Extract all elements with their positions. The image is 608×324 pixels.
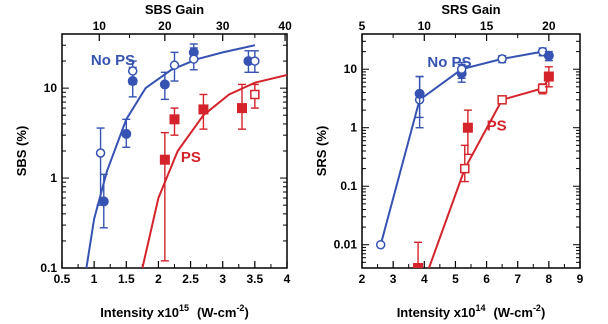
x-axis-title-part: (W-cm	[197, 305, 236, 320]
data-point-filled-square	[462, 122, 473, 133]
x-tick-label: 4	[421, 272, 428, 286]
series-label: No PS	[91, 52, 135, 69]
x-axis-title-part: Intensity x10	[397, 305, 476, 320]
y-tick-label: 1	[350, 121, 357, 135]
x-axis-title-superscript: 15	[179, 303, 189, 313]
x-tick-label: 7	[514, 272, 521, 286]
data-point-open-circle	[497, 54, 507, 64]
data-point-open-circle	[189, 54, 199, 64]
x-tick-label: 0.5	[54, 272, 71, 286]
top-tick-label: 15	[480, 19, 494, 33]
y-tick-label: 10	[44, 81, 58, 95]
top-tick-label: 30	[216, 19, 230, 33]
x-tick-label: 1	[91, 272, 98, 286]
data-point-filled-square	[543, 71, 554, 82]
y-axis-title: SBS (%)	[14, 126, 29, 177]
data-point-open-square	[537, 83, 548, 94]
x-tick-label: 3	[390, 272, 397, 286]
x-tick-label: 1.5	[118, 272, 135, 286]
data-point-open-circle	[127, 66, 138, 76]
data-point-filled-square	[237, 103, 247, 114]
data-point-open-square	[250, 89, 260, 100]
x-axis-title: Intensity x1015 (W-cm-2)	[100, 303, 249, 320]
series-line	[428, 77, 550, 268]
top-tick-label: 10	[93, 19, 107, 33]
x-tick-label: 2	[359, 272, 366, 286]
x-tick-label: 9	[577, 272, 584, 286]
x-axis-title-superscript: -2	[236, 303, 244, 313]
sbs-chart-panel: 0.5 1 1.5 2 2.5 3 3.5 4 0.1 1 10 10 20 30 40 SBS Gain SB…	[14, 2, 292, 320]
y-tick-label: 0.01	[334, 238, 358, 252]
data-point-filled-circle	[159, 79, 170, 90]
fit-curve	[85, 44, 256, 268]
data-point-filled-circle	[414, 88, 425, 99]
x-tick-label: 2	[155, 272, 162, 286]
data-point-open-circle	[456, 64, 467, 74]
y-tick-label: 10	[344, 62, 358, 76]
top-tick-label: 40	[278, 19, 292, 33]
y-tick-label: 0.1	[40, 261, 57, 275]
top-axis-title: SBS Gain	[145, 2, 204, 17]
data-point-open-circle	[95, 148, 106, 158]
x-axis-title-part: )	[244, 305, 248, 320]
data-point-filled-square	[198, 104, 209, 115]
data-point-filled-circle	[121, 128, 132, 139]
data-point-open-square	[460, 163, 470, 174]
top-axis-title: SRS Gain	[441, 2, 500, 17]
top-tick-label: 20	[158, 19, 172, 33]
x-axis-title-part: )	[541, 305, 545, 320]
x-tick-label: 3.5	[247, 272, 264, 286]
y-tick-label: 1	[50, 171, 57, 185]
x-axis-title-part: Intensity x10	[100, 305, 179, 320]
data-point-filled-square	[169, 114, 180, 125]
fit-curve	[141, 74, 287, 268]
series-label: No PS	[427, 54, 471, 71]
top-tick-label: 5	[359, 19, 366, 33]
series-label: PS	[487, 117, 507, 134]
x-tick-label: 2.5	[182, 272, 199, 286]
x-tick-label: 6	[483, 272, 490, 286]
x-axis-title-part: (W-cm	[493, 305, 532, 320]
x-axis-title-superscript: -2	[533, 303, 541, 313]
x-tick-label: 4	[284, 272, 291, 286]
series-label: PS	[181, 149, 201, 166]
x-tick-label: 5	[452, 272, 459, 286]
series-red	[413, 66, 554, 268]
data-point-filled-circle	[98, 196, 109, 207]
series-blue	[375, 46, 554, 250]
top-tick-label: 10	[418, 19, 432, 33]
x-tick-label: 3	[219, 272, 226, 286]
srs-chart-panel: 2 3 4 5 6 7 8 9 0.01 0.1 1 10 5 10 15 20 SRS Gain SRS (%)…	[314, 2, 584, 320]
y-tick-label: 0.1	[340, 179, 357, 193]
data-point-filled-square	[159, 154, 170, 165]
x-tick-label: 8	[546, 272, 553, 286]
x-axis-title: Intensity x1014 (W-cm-2)	[397, 303, 546, 320]
top-tick-label: 20	[542, 19, 556, 33]
x-axis-title-superscript: 14	[475, 303, 485, 313]
data-point-open-square	[497, 95, 507, 105]
series-blue	[85, 43, 260, 268]
data-point-open-circle	[169, 60, 180, 70]
data-point-filled-circle	[543, 50, 554, 61]
data-point-open-circle	[250, 56, 260, 66]
series-red	[141, 74, 287, 268]
data-point-filled-square	[413, 263, 424, 268]
y-axis-title: SRS (%)	[314, 126, 329, 177]
data-point-open-circle	[375, 239, 386, 250]
